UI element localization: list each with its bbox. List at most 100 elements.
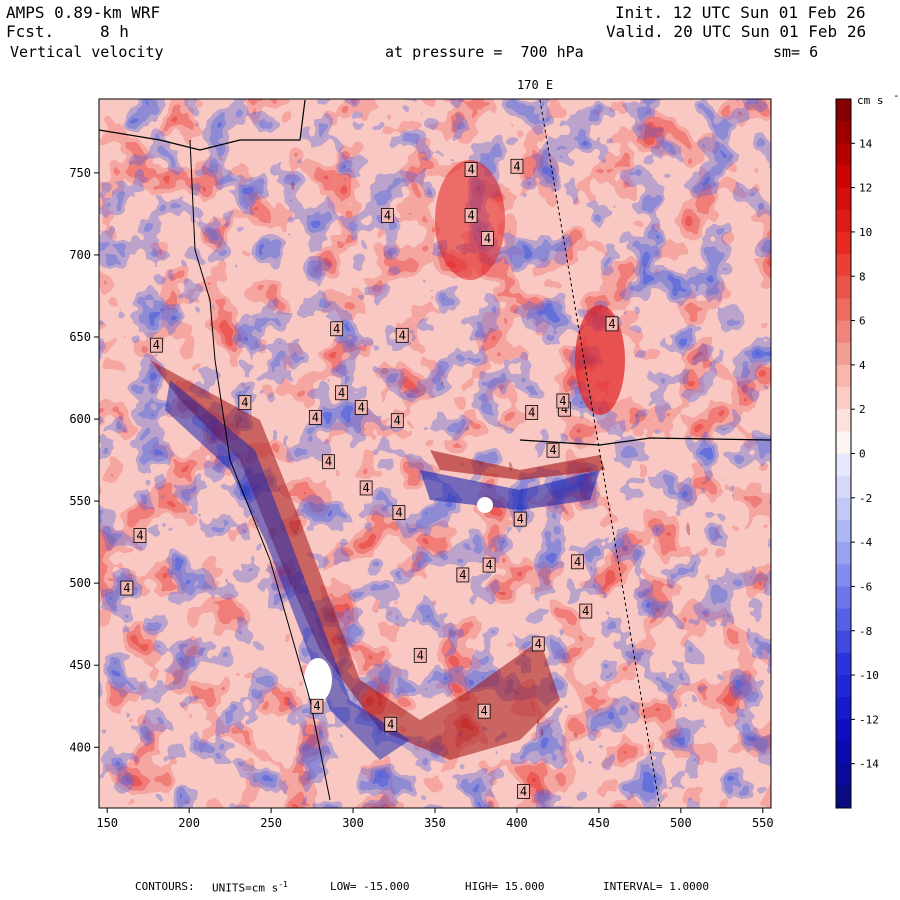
contour-label-box [513,511,527,527]
x-tick-label: 350 [424,816,446,830]
colorbar-segment [836,453,851,477]
colorbar-segment [836,342,851,366]
contour-label-box [546,442,560,458]
colorbar-tick-label: -4 [859,536,873,549]
contour-label-box [120,580,134,596]
colorbar-segment [836,187,851,211]
contour-label: 4 [513,159,520,173]
contour-label: 4 [363,481,370,495]
colorbar-tick-label: 2 [859,403,866,416]
colorbar-segment [836,564,851,587]
colorbar-tick-label: 10 [859,226,872,239]
contour-label: 4 [395,506,402,520]
contour-label-box [413,647,427,663]
contour-label: 4 [394,414,401,428]
contour-label: 4 [467,163,474,177]
contour-label-box [510,158,524,174]
updraft-zone-east [575,305,625,415]
init-time: Init. 12 UTC Sun 01 Feb 26 [615,3,866,22]
contour-label: 4 [467,209,474,223]
colorbar-segment [836,719,851,743]
contour-label-box [481,231,494,246]
colorbar-segment [836,763,851,787]
contour-detail-texture [99,99,771,808]
contour-label-box [556,393,570,409]
contour-label-box [525,405,539,420]
colorbar-segment [836,364,851,388]
footer-interval: INTERVAL= 1.0000 [603,880,709,893]
contour-label: 4 [574,555,581,569]
contour-label-box [330,321,344,337]
footer-high: HIGH= 15.000 [465,880,545,893]
contour-label-box [390,413,404,429]
colorbar-segment [836,630,851,654]
colorbar-segment [836,99,851,122]
contour-label: 4 [241,396,248,410]
colorbar-segment [836,143,851,166]
contour-label: 4 [561,402,568,416]
x-tick-label: 400 [506,816,528,830]
x-tick-label: 200 [178,816,200,830]
contour-label: 4 [517,512,524,526]
colorbar-tick-label: -6 [859,580,872,593]
contour-label-box [456,567,470,583]
footer-contours: CONTOURS: [135,880,195,893]
colorbar-segment [836,409,851,432]
contour-label: 4 [459,568,466,582]
contour-label: 4 [387,717,394,731]
contour-label-box [482,557,496,573]
contour-label-box [238,395,252,411]
contour-label-box [310,698,324,714]
colorbar-segment [836,431,851,454]
coastline-east [519,437,771,446]
y-tick-label: 450 [69,658,91,672]
contour-label: 4 [549,443,556,457]
coastline [99,99,306,151]
colorbar-units-exp: -1 [893,89,900,102]
contour-label-box [579,603,593,619]
colorbar-segment [836,497,851,521]
colorbar-tick-label: 12 [859,182,872,195]
contour-label: 4 [312,410,319,424]
contour-label: 4 [313,699,320,713]
contour-label-box [395,327,409,343]
x-tick-label: 450 [588,816,610,830]
white-core [304,658,332,702]
contour-label: 4 [325,455,332,469]
colorbar-segment [836,741,851,765]
pressure-level: at pressure = 700 hPa [385,43,584,61]
contour-label-box [571,554,584,570]
y-tick-label: 750 [69,166,91,180]
contour-label: 4 [136,529,143,543]
contour-label: 4 [559,394,566,408]
x-tick-label: 250 [260,816,282,830]
colorbar-segment [836,121,851,144]
contour-label-box [133,528,147,543]
colorbar: 14 12 10 8 6 4 2 0 -2 -4 -6 -8 -10 -12 -14 cm s -1 [835,89,900,809]
meridian-label: 170 E [517,78,554,92]
footer-low: LOW= -15.000 [330,880,410,893]
contour-label-box [384,716,398,732]
contour-label: 4 [608,317,615,331]
contour-label: 4 [520,785,527,799]
colorbar-tick-label: -2 [859,492,872,505]
contour-label: 4 [481,704,488,718]
contour-label-box [531,636,545,652]
contour-label-box [354,400,368,415]
field-layer [99,99,771,808]
contour-label: 4 [338,386,345,400]
contour-label: 4 [123,581,130,595]
footer-units: UNITS=cm s-1 [212,880,288,895]
contour-label-box [359,480,373,496]
y-axis: 400 450 500 550 600 650 700 750 [69,166,99,754]
contour-label-box [322,454,335,470]
colorbar-segment [836,231,851,255]
contour-label: 4 [484,232,491,246]
colorbar-tick-label: 14 [859,137,873,150]
contour-label: 4 [535,637,542,651]
colorbar-segment [836,652,851,676]
white-core-east [477,497,493,513]
colorbar-segment [836,785,851,809]
